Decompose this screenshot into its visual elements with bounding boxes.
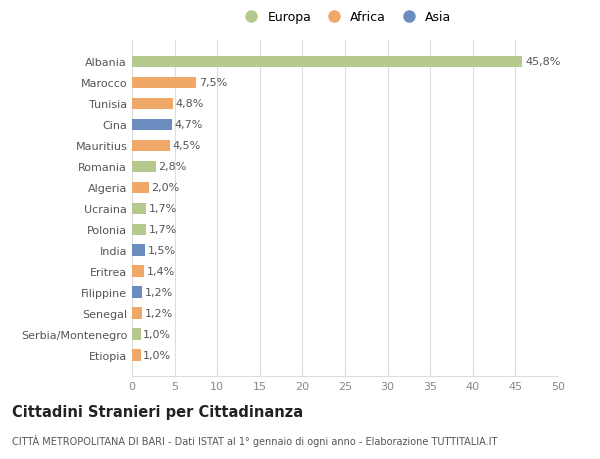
- Bar: [132, 329, 140, 340]
- Bar: [132, 308, 142, 319]
- Text: 7,5%: 7,5%: [199, 78, 227, 88]
- Bar: [132, 203, 146, 215]
- Text: 1,0%: 1,0%: [143, 350, 171, 360]
- Text: 1,0%: 1,0%: [143, 330, 171, 340]
- Text: 4,7%: 4,7%: [175, 120, 203, 130]
- Text: 1,5%: 1,5%: [148, 246, 175, 256]
- Bar: [132, 98, 173, 110]
- Bar: [132, 161, 156, 173]
- Text: 4,8%: 4,8%: [175, 99, 204, 109]
- Text: 1,2%: 1,2%: [145, 288, 173, 297]
- Bar: [132, 78, 196, 89]
- Bar: [132, 350, 140, 361]
- Text: 4,5%: 4,5%: [173, 141, 201, 151]
- Text: 1,7%: 1,7%: [149, 204, 177, 214]
- Bar: [132, 182, 149, 194]
- Text: 1,2%: 1,2%: [145, 308, 173, 319]
- Bar: [132, 119, 172, 131]
- Bar: [132, 245, 145, 257]
- Text: Cittadini Stranieri per Cittadinanza: Cittadini Stranieri per Cittadinanza: [12, 404, 303, 419]
- Bar: [132, 224, 146, 235]
- Text: 2,8%: 2,8%: [158, 162, 187, 172]
- Bar: [132, 140, 170, 152]
- Text: 2,0%: 2,0%: [152, 183, 180, 193]
- Text: 45,8%: 45,8%: [526, 57, 561, 67]
- Bar: [132, 56, 522, 68]
- Text: 1,4%: 1,4%: [146, 267, 175, 277]
- Text: 1,7%: 1,7%: [149, 225, 177, 235]
- Text: CITTÀ METROPOLITANA DI BARI - Dati ISTAT al 1° gennaio di ogni anno - Elaborazio: CITTÀ METROPOLITANA DI BARI - Dati ISTAT…: [12, 434, 497, 446]
- Legend: Europa, Africa, Asia: Europa, Africa, Asia: [235, 7, 455, 28]
- Bar: [132, 287, 142, 298]
- Bar: [132, 266, 144, 277]
